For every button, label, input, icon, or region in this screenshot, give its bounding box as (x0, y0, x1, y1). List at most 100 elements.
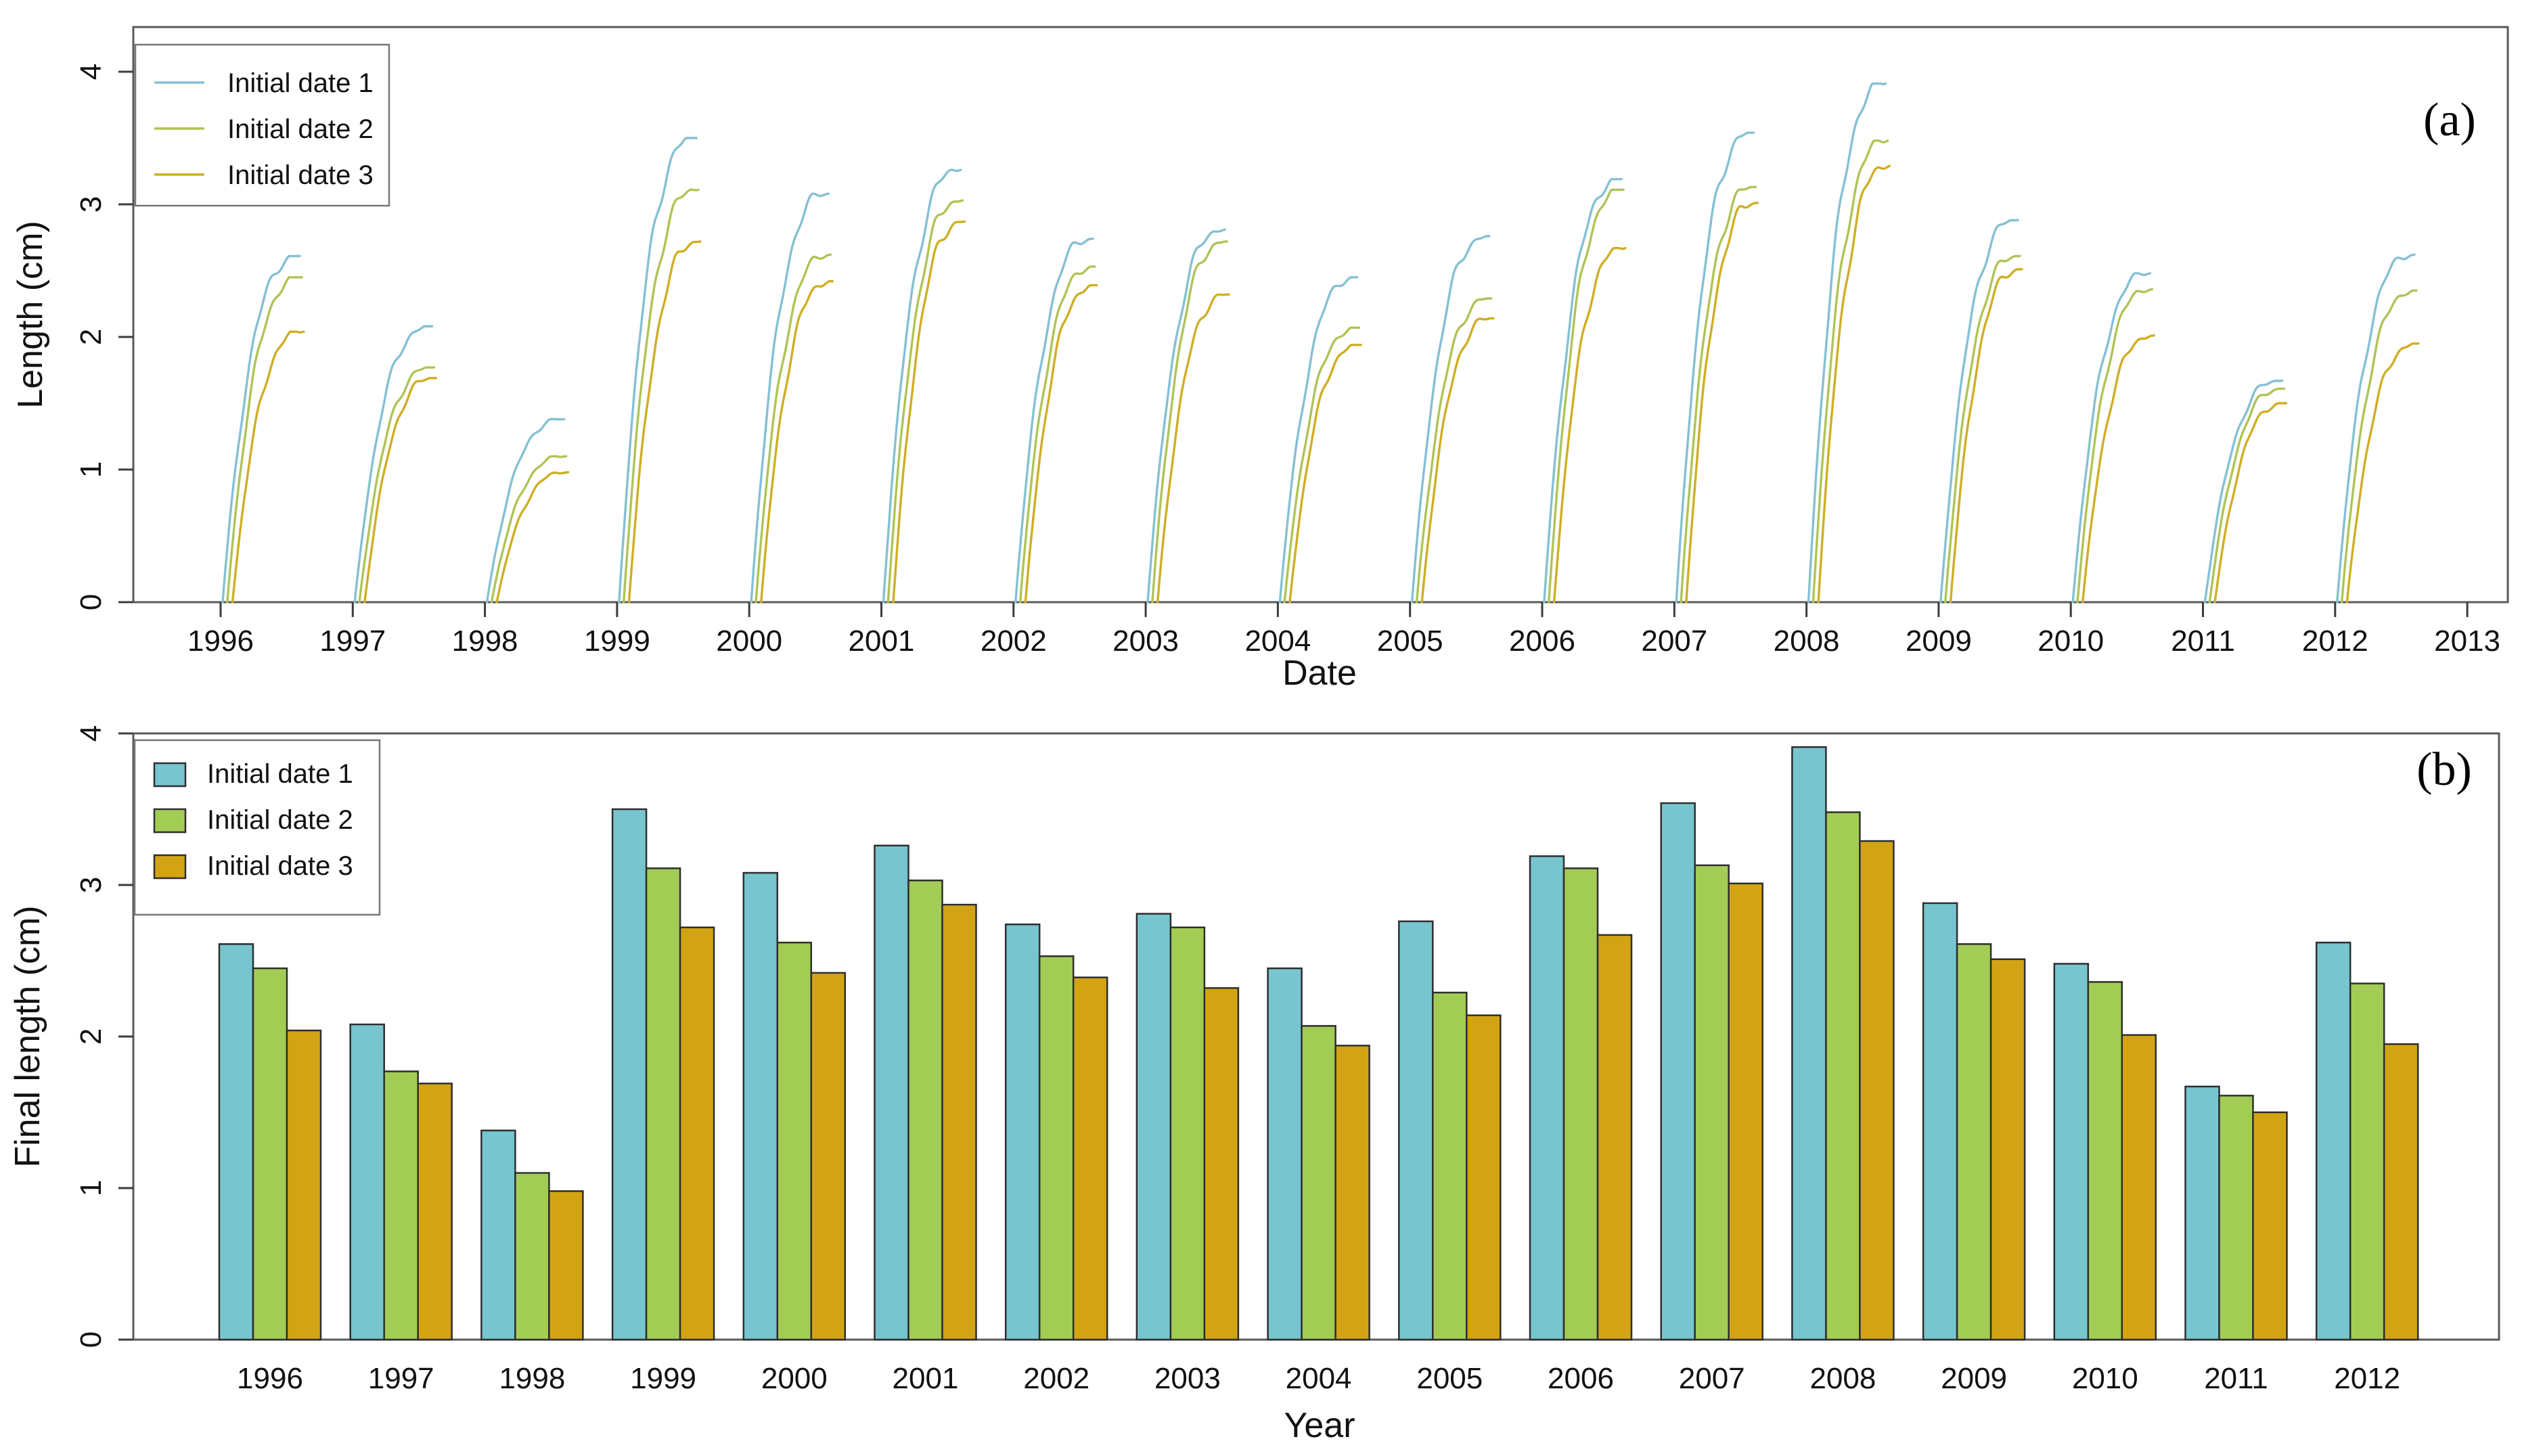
x-tick-label: 1999 (584, 624, 650, 658)
x-tick-label: 2006 (1509, 624, 1575, 658)
growth-curve-2007-initial-date-1 (1675, 131, 1755, 604)
growth-curve-2005-initial-date-1 (1410, 235, 1491, 604)
growth-curve-2012-initial-date-3 (2345, 342, 2420, 604)
x-category-label: 2010 (2072, 1362, 2138, 1395)
bar-2012-initial-date-2 (2349, 982, 2385, 1341)
x-tick-label: 2009 (1906, 624, 1972, 658)
bar-2012-initial-date-3 (2383, 1043, 2419, 1341)
growth-curve-1996-initial-date-3 (231, 330, 305, 604)
x-category-label: 1997 (368, 1362, 434, 1395)
x-category-label: 2003 (1154, 1362, 1221, 1395)
bar-1997-initial-date-2 (383, 1070, 419, 1341)
x-tick-label: 1998 (452, 624, 518, 658)
y-tick-label: 1 (74, 461, 108, 478)
bar-2006-initial-date-3 (1596, 934, 1633, 1341)
growth-curve-1997-initial-date-2 (358, 366, 436, 604)
legend-label: Initial date 2 (207, 805, 353, 835)
bar-2005-initial-date-3 (1466, 1014, 1502, 1341)
bar-2001-initial-date-1 (874, 844, 909, 1341)
bar-2002-initial-date-3 (1072, 976, 1108, 1341)
y-tick-label: 4 (74, 64, 108, 80)
x-category-label: 1996 (237, 1362, 303, 1395)
legend-square-swatch (153, 808, 187, 834)
x-tick-label: 2002 (981, 624, 1047, 658)
panel-a-x-axis-title: Date (1282, 654, 1357, 693)
growth-curve-1999-initial-date-3 (627, 240, 702, 604)
y-tick-label: 2 (74, 329, 108, 345)
growth-curve-2001-initial-date-3 (892, 220, 966, 604)
bar-1999-initial-date-2 (645, 867, 681, 1341)
growth-curve-2002-initial-date-2 (1018, 265, 1096, 604)
bar-2000-initial-date-2 (776, 941, 813, 1341)
x-category-label: 1998 (499, 1362, 565, 1395)
bar-1996-initial-date-1 (218, 943, 254, 1341)
bar-2005-initial-date-2 (1432, 991, 1468, 1341)
bar-2010-initial-date-1 (2053, 963, 2090, 1341)
growth-curve-2003-initial-date-2 (1151, 240, 1228, 604)
bar-1999-initial-date-3 (679, 926, 715, 1341)
growth-curve-1999-initial-date-1 (618, 137, 698, 604)
x-category-label: 2007 (1679, 1362, 1745, 1395)
x-tick-label: 2012 (2302, 624, 2368, 658)
y-tick-label: 1 (74, 1180, 108, 1196)
bar-2012-initial-date-1 (2315, 941, 2351, 1341)
panel-a-x-axis: 1996 1997 1998 1999 2000 2001 2002 2003 2004 2005… (187, 602, 2500, 658)
growth-curve-1998-initial-date-1 (485, 417, 566, 604)
panel-b-legend: Initial date 1 Initial date 2 Initial date… (133, 739, 381, 916)
bar-2010-initial-date-3 (2121, 1034, 2157, 1341)
x-category-label: 2012 (2334, 1362, 2400, 1395)
growth-curve-2006-initial-date-2 (1548, 188, 1625, 604)
y-tick-label: 3 (74, 877, 108, 893)
growth-curve-2001-initial-date-2 (886, 199, 964, 604)
bar-2011-initial-date-3 (2252, 1111, 2288, 1341)
x-tick-label: 2001 (849, 624, 915, 658)
panel-a-letter: (a) (2423, 94, 2476, 146)
bar-1998-initial-date-1 (480, 1129, 516, 1341)
y-tick-label: 2 (74, 1028, 108, 1045)
bar-1996-initial-date-3 (286, 1029, 322, 1341)
panel-a-legend: Initial date 1 Initial date 2 Initial date… (134, 43, 390, 207)
x-category-label: 2005 (1416, 1362, 1483, 1395)
panel-b-letter: (b) (2416, 744, 2472, 796)
growth-curve-2002-initial-date-1 (1014, 237, 1094, 604)
bar-2007-initial-date-1 (1660, 802, 1696, 1341)
x-tick-label: 2011 (2171, 624, 2235, 658)
bar-2007-initial-date-3 (1728, 882, 1763, 1341)
bar-2006-initial-date-1 (1529, 855, 1565, 1341)
growth-curve-2001-initial-date-1 (882, 168, 962, 604)
growth-curve-2000-initial-date-1 (750, 192, 830, 604)
bar-2001-initial-date-2 (907, 880, 943, 1341)
growth-curve-2000-initial-date-3 (760, 280, 834, 604)
growth-curve-2009-initial-date-2 (1944, 254, 2021, 604)
bar-2009-initial-date-2 (1956, 943, 1992, 1341)
bar-2011-initial-date-1 (2184, 1085, 2220, 1341)
bar-2009-initial-date-3 (1989, 958, 2026, 1341)
x-category-label: 2006 (1548, 1362, 1614, 1395)
panel-a-y-axis-title: Length (cm) (11, 221, 50, 408)
bar-2000-initial-date-1 (742, 871, 779, 1341)
growth-curve-2004-initial-date-2 (1283, 326, 1361, 604)
bar-1998-initial-date-2 (514, 1172, 550, 1341)
panel-a-plot-box (132, 26, 2509, 604)
x-category-label: 2000 (761, 1362, 828, 1395)
x-tick-label: 1997 (319, 624, 386, 658)
growth-curve-2010-initial-date-2 (2076, 288, 2153, 604)
x-tick-label: 2005 (1377, 624, 1443, 658)
panel-b-x-axis: 1996 1997 1998 1999 2000 2001 2002 2003 2004 2005… (237, 1362, 2400, 1395)
panel-a-y-axis: 0 1 2 3 4 (74, 64, 133, 610)
panel-b: 1996 1997 1998 1999 2000 2001 2002 2003 2004 2005… (8, 725, 2500, 1445)
bar-1999-initial-date-1 (611, 808, 648, 1341)
x-tick-label: 2008 (1774, 624, 1840, 658)
growth-curve-2004-initial-date-1 (1278, 276, 1359, 604)
growth-curve-2008-initial-date-3 (1817, 164, 1891, 604)
x-tick-label: 2004 (1244, 624, 1311, 658)
growth-curve-1998-initial-date-2 (490, 455, 568, 604)
panel-b-y-axis: 0 1 2 3 4 (74, 725, 133, 1348)
panel-b-bars (218, 746, 2419, 1341)
growth-curve-2007-initial-date-3 (1685, 202, 1759, 604)
growth-curve-2009-initial-date-3 (1949, 268, 2023, 604)
x-tick-label: 2003 (1112, 624, 1179, 658)
growth-curve-2010-initial-date-3 (2081, 334, 2155, 604)
growth-curve-2002-initial-date-3 (1024, 283, 1098, 604)
